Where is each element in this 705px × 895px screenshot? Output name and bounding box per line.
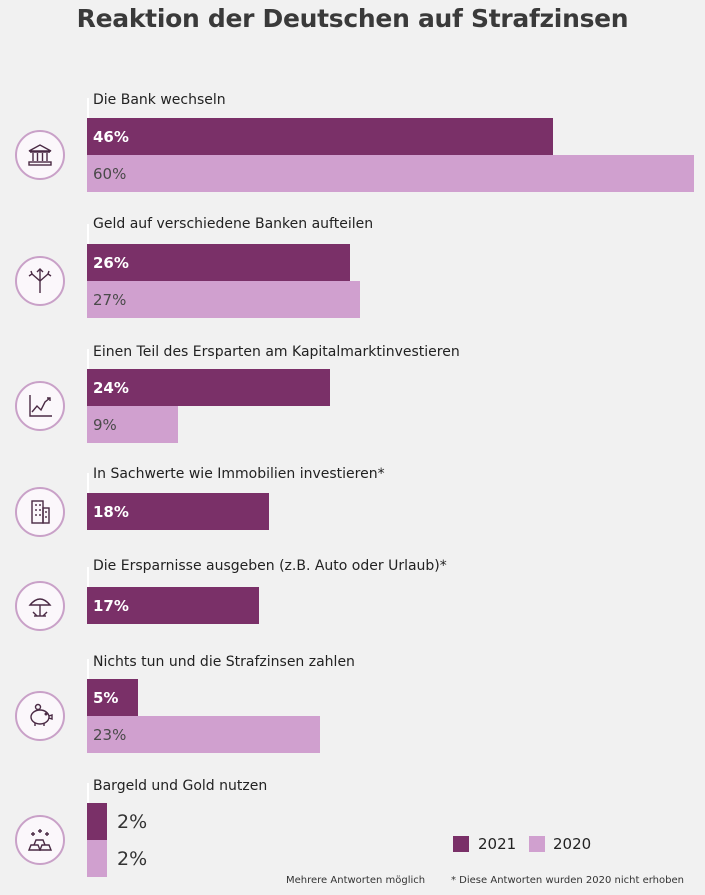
bar-2020-nichts-tun [87,716,320,753]
legend-label-2021: 2021 [478,835,517,853]
footnote-multiple-answers: Mehrere Antworten möglich [286,875,426,886]
value-label-2020-banken-aufteilen: 27% [93,291,127,309]
bar-2021-ausgeben [87,587,260,624]
value-label-2020-bargeld-gold: 2% [117,848,148,870]
bar-2021-sachwerte [87,493,270,530]
building-icon [15,486,65,537]
value-label-2021-nichts-tun: 5% [93,689,119,707]
value-label-2020-kapitalmarkt: 9% [93,416,117,434]
bar-2020-bargeld-gold [87,840,108,877]
category-label-kapitalmarkt: Einen Teil des Ersparten am Kapitalmarkt… [93,344,460,360]
value-label-2020-bank-wechseln: 60% [93,165,127,183]
value-label-2021-bank-wechseln: 46% [93,128,129,146]
category-label-nichts-tun: Nichts tun und die Strafzinsen zahlen [93,654,355,670]
bar-2020-bank-wechseln [87,155,695,192]
value-label-2020-nichts-tun: 23% [93,726,127,744]
bar-2021-bargeld-gold [87,803,108,840]
bank-icon [15,130,65,180]
value-label-2021-bargeld-gold: 2% [117,811,148,833]
footnote-not-asked-2020: * Diese Antworten wurden 2020 nicht erho… [451,875,684,886]
chart-title: Reaktion der Deutschen auf Strafzinsen [76,4,629,33]
category-label-banken-aufteilen: Geld auf verschiedene Banken aufteilen [93,216,374,232]
bar-2020-banken-aufteilen [87,281,361,318]
split-arrows-icon [15,256,65,306]
bar-2021-nichts-tun [87,679,138,716]
stock-chart-icon [15,381,65,431]
category-label-bank-wechseln: Die Bank wechseln [93,92,226,108]
value-label-2021-sachwerte: 18% [93,503,129,521]
bar-2021-banken-aufteilen [87,244,351,281]
value-label-2021-banken-aufteilen: 26% [93,254,129,272]
category-label-sachwerte: In Sachwerte wie Immobilien investieren* [93,466,385,482]
bar-2021-kapitalmarkt [87,369,330,406]
category-label-ausgeben: Die Ersparnisse ausgeben (z.B. Auto oder… [93,558,447,574]
legend-swatch-2020 [529,836,545,852]
legend-swatch-2021 [453,836,469,852]
bar-2021-bank-wechseln [87,118,553,155]
value-label-2021-ausgeben: 17% [93,597,129,615]
gold-bars-icon [15,815,65,865]
category-label-bargeld-gold: Bargeld und Gold nutzen [93,778,268,794]
legend-label-2020: 2020 [553,835,592,853]
piggy-bank-icon [15,691,65,741]
value-label-2021-kapitalmarkt: 24% [93,379,129,397]
bar-2020-kapitalmarkt [87,406,179,443]
beach-umbrella-icon [15,580,65,631]
